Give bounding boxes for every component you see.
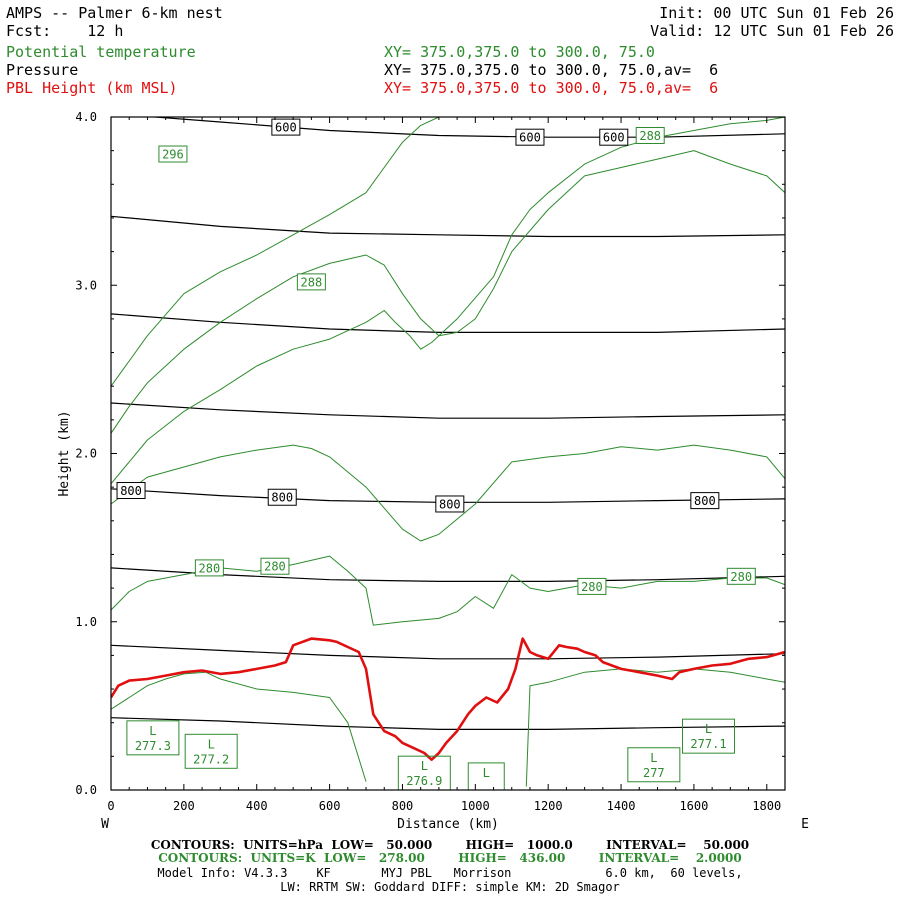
x-axis-label: Distance (km) — [397, 817, 499, 832]
low-center-box — [126, 720, 180, 756]
y-tick-label: 0.0 — [75, 783, 97, 797]
x-tick-label: 800 — [392, 799, 414, 813]
y-tick-label: 2.0 — [75, 447, 97, 461]
contour-label-box — [158, 145, 188, 163]
contour-label: 288 — [639, 129, 661, 143]
contour-label-box — [116, 482, 146, 500]
low-center-box — [184, 733, 238, 769]
low-center-label: L — [208, 737, 215, 751]
east-end-label: E — [801, 817, 809, 832]
x-tick-label: 1000 — [461, 799, 490, 813]
low-center-label: L — [650, 751, 657, 765]
x-tick-label: 200 — [173, 799, 195, 813]
contour-label: 280 — [199, 561, 221, 575]
contour-label-box — [260, 557, 290, 575]
contour-label: 280 — [730, 570, 752, 584]
y-tick-label: 4.0 — [75, 110, 97, 124]
theta-contour-info: CONTOURS: UNITS=K LOW= 278.00 HIGH= 436.… — [158, 851, 742, 865]
x-tick-label: 1800 — [752, 799, 781, 813]
field-xy-pressure: XY= 375.0,375.0 to 300.0, 75.0,av= 6 — [384, 61, 719, 79]
theta-contour-284 — [111, 150, 785, 434]
y-axis-label: Height (km) — [57, 410, 72, 496]
field-label-theta: Potential temperature — [6, 43, 196, 61]
low-center-value: 277 — [643, 766, 665, 780]
pressure-contour-info: CONTOURS: UNITS=hPa LOW= 50.000 HIGH= 10… — [150, 838, 750, 852]
model-info: Model Info: V4.3.3 KF MYJ PBL Morrison 6… — [157, 866, 743, 880]
field-label-pressure: Pressure — [6, 61, 79, 79]
low-center-box — [467, 762, 505, 790]
low-center-value: 276.9 — [406, 774, 442, 788]
contour-label: 600 — [275, 121, 297, 135]
theta-contour-288 — [111, 117, 445, 387]
contour-label: 800 — [271, 491, 293, 505]
figure-title: AMPS -- Palmer 6-km nest — [6, 4, 223, 22]
field-label-pbl: PBL Height (km MSL) — [6, 79, 178, 97]
pressure-contour-750 — [111, 402, 785, 419]
contour-label-box — [194, 559, 224, 577]
low-center-value: 277.1 — [690, 737, 726, 751]
contour-label-box — [271, 118, 301, 136]
low-center-box — [681, 718, 735, 754]
low-center-value: 277.2 — [193, 752, 229, 766]
contour-label: 280 — [264, 560, 286, 574]
contour-label: 600 — [519, 131, 541, 145]
contour-label: 288 — [301, 275, 323, 289]
contour-label-box — [690, 492, 720, 510]
low-center-label: L — [149, 724, 156, 738]
x-tick-label: 400 — [246, 799, 268, 813]
contour-label: 600 — [603, 131, 625, 145]
west-end-label: W — [101, 817, 109, 832]
field-xy-pbl: XY= 375.0,375.0 to 300.0, 75.0,av= 6 — [384, 79, 719, 97]
y-tick-label: 1.0 — [75, 615, 97, 629]
contour-label-box — [267, 488, 297, 506]
forecast-hour: Fcst: 12 h — [6, 22, 124, 40]
plot-frame — [110, 116, 786, 791]
x-tick-label: 0 — [107, 799, 114, 813]
theta-contour-282 — [111, 444, 785, 542]
pressure-contour-950 — [111, 717, 785, 731]
x-tick-label: 1200 — [534, 799, 563, 813]
field-xy-theta: XY= 375.0,375.0 to 300.0, 75.0 — [384, 43, 655, 61]
contour-label-box — [599, 128, 629, 146]
y-tick-label: 3.0 — [75, 278, 97, 292]
contour-label-box — [577, 577, 607, 595]
contour-label-box — [726, 567, 756, 585]
contour-label: 800 — [439, 497, 461, 511]
pressure-contour-650 — [111, 215, 785, 238]
contour-label: 280 — [581, 580, 603, 594]
pressure-contour-700 — [111, 313, 785, 333]
valid-time: Valid: 12 UTC Sun 01 Feb 26 — [650, 22, 894, 40]
pressure-contour-900 — [111, 644, 785, 660]
theta-contour-280 — [111, 555, 785, 626]
low-center-value: 277.3 — [135, 739, 171, 753]
x-tick-label: 1600 — [679, 799, 708, 813]
contour-label-box — [296, 273, 326, 291]
model-info-physics: LW: RRTM SW: Goddard DIFF: simple KM: 2D… — [280, 880, 620, 894]
contour-label-box — [515, 128, 545, 146]
x-tick-label: 600 — [319, 799, 341, 813]
low-center-label: L — [483, 766, 490, 780]
contour-label-box — [635, 127, 665, 145]
theta-contour-278b — [525, 668, 785, 787]
low-center-label: L — [705, 722, 712, 736]
theta-contour-278a — [111, 671, 367, 782]
contour-label: 296 — [162, 148, 184, 162]
low-center-box — [397, 755, 451, 790]
theta-contour-286 — [111, 117, 785, 485]
contour-label: 800 — [694, 494, 716, 508]
contour-label: 800 — [120, 484, 142, 498]
pbl-height-line — [111, 637, 785, 762]
series-group: 600 600 600 288 296 288 800 800 800 800 280 280 280 2… — [111, 117, 785, 790]
low-center-label: L — [421, 759, 428, 773]
low-center-box — [627, 747, 681, 783]
init-time: Init: 00 UTC Sun 01 Feb 26 — [659, 4, 894, 22]
contour-label-box — [435, 495, 465, 513]
x-tick-label: 1400 — [607, 799, 636, 813]
